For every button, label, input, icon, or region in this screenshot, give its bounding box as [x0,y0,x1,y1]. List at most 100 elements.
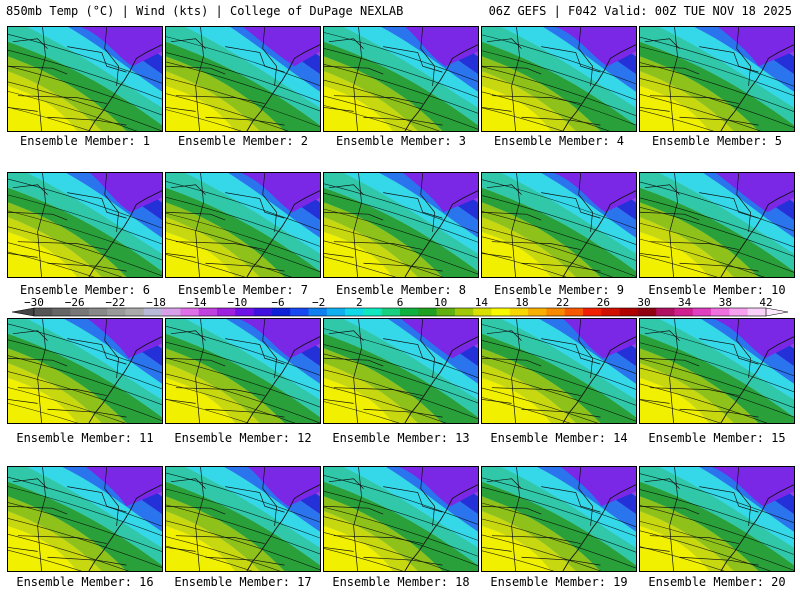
colorbar-swatch [473,308,492,316]
ensemble-member-label: Ensemble Member: 9 [493,283,625,297]
colorbar-swatch [656,308,675,316]
ensemble-member-label: Ensemble Member: 5 [651,134,783,148]
colorbar-swatch [674,308,694,316]
colorbar-swatch [400,308,419,316]
ensemble-map [324,27,478,131]
colorbar-swatch [326,308,346,316]
state-borders [324,173,478,277]
temperature-shading [166,27,320,131]
colorbar-swatch [583,308,602,316]
state-borders [482,173,636,277]
ensemble-map [166,319,320,423]
ensemble-member-label: Ensemble Member: 20 [648,575,786,589]
ensemble-map-panel [481,172,637,278]
ensemble-map [482,173,636,277]
wind-streamlines [166,472,320,571]
state-borders [324,467,478,571]
wind-streamlines [166,325,320,423]
colorbar-swatch [52,308,71,316]
colorbar-swatch [235,308,254,316]
ensemble-map-panel [323,466,479,572]
ensemble-map-panel [7,172,163,278]
colorbar-swatch [345,308,364,316]
ensemble-map [482,467,636,571]
colorbar-swatch [601,308,620,316]
colorbar-min-arrow [11,307,35,317]
colorbar-tick-label: −14 [187,296,207,309]
ensemble-map [166,467,320,571]
ensemble-map-panel [165,466,321,572]
wind-streamlines [640,473,794,571]
wind-streamlines [324,328,478,423]
colorbar-swatch [564,308,584,316]
colorbar-tick-label: 18 [515,296,528,309]
colorbar-swatch [747,308,767,316]
state-borders [166,467,320,571]
wind-streamlines [640,326,794,423]
ensemble-member-label: Ensemble Member: 12 [174,431,312,445]
ensemble-map [640,173,794,277]
colorbar-swatch [491,308,511,316]
ensemble-map [640,467,794,571]
ensemble-map-panel [639,466,795,572]
colorbar-swatch [308,308,328,316]
state-borders [166,319,320,423]
state-borders [324,319,478,423]
colorbar-swatch [546,308,565,316]
colorbar-tick-label: 30 [637,296,650,309]
ensemble-member-label: Ensemble Member: 3 [335,134,467,148]
temperature-shading [640,467,794,571]
state-borders [8,467,162,571]
colorbar-swatch [454,308,474,316]
colorbar-swatch [418,308,437,316]
wind-streamlines [166,181,320,277]
colorbar-swatch [729,308,748,316]
temperature-shading [324,27,478,131]
ensemble-map [166,173,320,277]
colorbar-swatch [253,308,273,316]
colorbar-swatch [381,308,401,316]
ensemble-map-panel [639,26,795,132]
temperature-shading [324,319,478,423]
colorbar-tick-label: −26 [65,296,85,309]
colorbar-tick-label: −18 [146,296,166,309]
colorbar-swatch [217,308,236,316]
colorbar-tick-label: 42 [759,296,772,309]
ensemble-map-panel [481,466,637,572]
ensemble-member-label: Ensemble Member: 13 [332,431,470,445]
colorbar-tick-label: −22 [105,296,125,309]
ensemble-map-panel [7,318,163,424]
state-borders [166,27,320,131]
temperature-shading [640,319,794,423]
colorbar-swatch [637,308,657,316]
ensemble-member-label: Ensemble Member: 10 [648,283,786,297]
temperature-shading [482,173,636,277]
ensemble-map [640,319,794,423]
state-borders [640,27,794,131]
header-run-info: 06Z GEFS | F042 Valid: 00Z TUE NOV 18 20… [488,4,792,18]
wind-streamlines [482,179,636,277]
ensemble-map-panel [7,466,163,572]
ensemble-member-label: Ensemble Member: 15 [648,431,786,445]
ensemble-map-panel [323,26,479,132]
ensemble-map [8,27,162,131]
colorbar-tick-label: −10 [227,296,247,309]
temperature-shading [324,173,478,277]
ensemble-map [482,27,636,131]
ensemble-map [166,27,320,131]
state-borders [482,27,636,131]
temperature-shading [482,319,636,423]
state-borders [8,27,162,131]
ensemble-map-panel [481,318,637,424]
ensemble-map [324,319,478,423]
colorbar-swatch [107,308,126,316]
ensemble-member-label: Ensemble Member: 7 [177,283,309,297]
temperature-shading [166,467,320,571]
colorbar-swatch [162,308,181,316]
temperature-shading [482,27,636,131]
temperature-shading [166,319,320,423]
colorbar-max-arrow [765,307,789,317]
wind-streamlines [8,178,162,277]
header-title: 850mb Temp (°C) | Wind (kts) | College o… [6,4,404,18]
colorbar-swatch [143,308,163,316]
